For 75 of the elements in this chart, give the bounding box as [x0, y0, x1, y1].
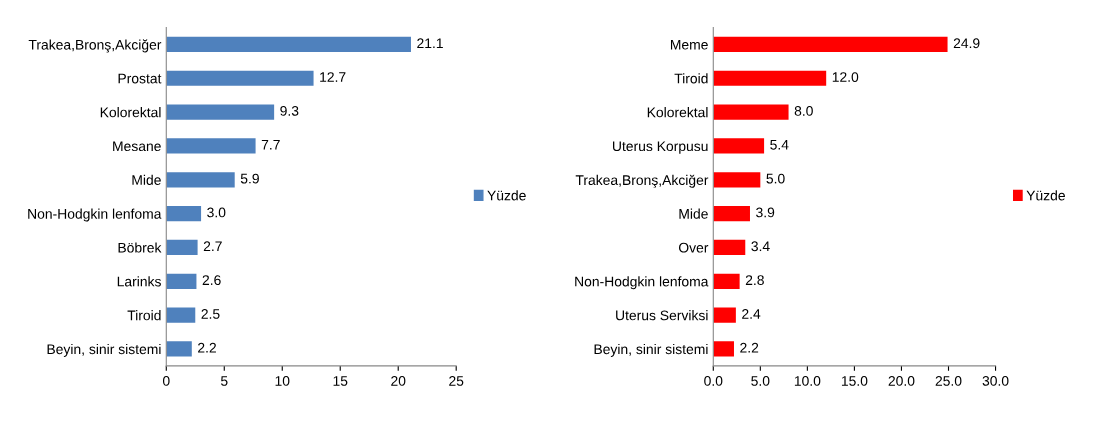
- x-tick-label: 25: [449, 375, 464, 386]
- data-label: 5.4: [770, 139, 789, 150]
- data-label: 7.7: [261, 139, 280, 150]
- y-tick-label: Uterus Korpusu: [613, 141, 708, 154]
- x-tick-label: 10: [275, 375, 290, 386]
- data-label: 9.3: [280, 105, 299, 116]
- y-tick-label: Trakea,Bronş,Akciğer: [28, 39, 162, 53]
- bar: [166, 341, 192, 357]
- data-label: 3.4: [751, 241, 770, 252]
- data-label: 24.9: [953, 38, 980, 49]
- y-tick-label: Beyin, sinir sistemi: [47, 343, 161, 357]
- x-tick-label: 20: [391, 375, 406, 386]
- y-tick-label: Non-Hodgkin lenfoma: [28, 208, 162, 222]
- bar: [166, 172, 235, 188]
- data-label: 2.2: [198, 342, 216, 353]
- x-tick-label: 10.0: [794, 375, 821, 386]
- data-label: 2.4: [742, 309, 761, 319]
- x-tick-label: 25.0: [935, 375, 962, 386]
- bar: [166, 307, 196, 323]
- y-tick-label: Larinks: [117, 276, 161, 287]
- bar: [166, 239, 198, 256]
- bar: [713, 172, 761, 188]
- legend-label: Yüzde: [1026, 190, 1065, 201]
- y-tick-label: Mesane: [113, 141, 161, 152]
- data-label: 2.2: [740, 342, 759, 353]
- bar: [713, 239, 746, 256]
- data-label: 5.0: [766, 173, 785, 184]
- bar: [713, 104, 789, 120]
- legend-label: Yüzde: [487, 190, 526, 201]
- data-label: 3.9: [756, 207, 775, 218]
- bar: [713, 36, 948, 53]
- data-label: 2.5: [201, 309, 220, 319]
- bar: [166, 273, 197, 289]
- bar: [166, 70, 314, 86]
- y-tick-label: Kolorektal: [100, 107, 161, 118]
- x-tick-label: 5.0: [751, 375, 770, 386]
- data-label: 2.8: [745, 275, 764, 286]
- y-tick-label: Tiroid: [674, 73, 708, 84]
- data-label: 8.0: [794, 105, 813, 116]
- bar: [713, 273, 740, 289]
- data-label: 2.6: [202, 275, 221, 286]
- bar: [713, 138, 765, 154]
- data-label: 5.9: [240, 173, 259, 184]
- y-tick-label: Böbrek: [118, 242, 162, 253]
- x-tick-label: 5: [220, 376, 228, 386]
- bar: [713, 307, 736, 323]
- y-tick-label: Prostat: [118, 73, 162, 84]
- bar: [166, 138, 256, 154]
- bar: [713, 341, 734, 357]
- y-tick-label: Beyin, sinir sistemi: [594, 343, 708, 357]
- y-tick-label: Kolorektal: [647, 107, 708, 118]
- bar: [713, 206, 750, 222]
- x-tick-label: 0.0: [704, 375, 723, 386]
- x-tick-label: 15.0: [841, 375, 868, 386]
- data-label: 12.7: [320, 72, 346, 82]
- y-tick-label: Meme: [670, 39, 708, 50]
- y-tick-label: Mide: [132, 174, 161, 185]
- data-label: 3.0: [207, 207, 226, 218]
- y-tick-label: Mide: [679, 208, 708, 219]
- x-tick-label: 0: [162, 375, 170, 386]
- x-tick-label: 15: [333, 376, 348, 386]
- y-tick-label: Non-Hodgkin lenfoma: [575, 276, 709, 290]
- bar: [166, 104, 275, 120]
- data-label: 21.1: [417, 38, 443, 49]
- x-tick-label: 30.0: [982, 375, 1009, 386]
- y-tick-label: Tiroid: [127, 310, 161, 321]
- bar: [166, 206, 202, 222]
- bar: [713, 70, 827, 86]
- bar: [166, 36, 411, 53]
- x-tick-label: 20.0: [888, 375, 915, 386]
- y-tick-label: Over: [678, 242, 709, 253]
- y-tick-label: Uterus Serviksi: [616, 310, 708, 321]
- data-label: 12.0: [832, 72, 859, 82]
- y-tick-label: Trakea,Bronş,Akciğer: [575, 174, 709, 188]
- data-label: 2.7: [203, 241, 222, 252]
